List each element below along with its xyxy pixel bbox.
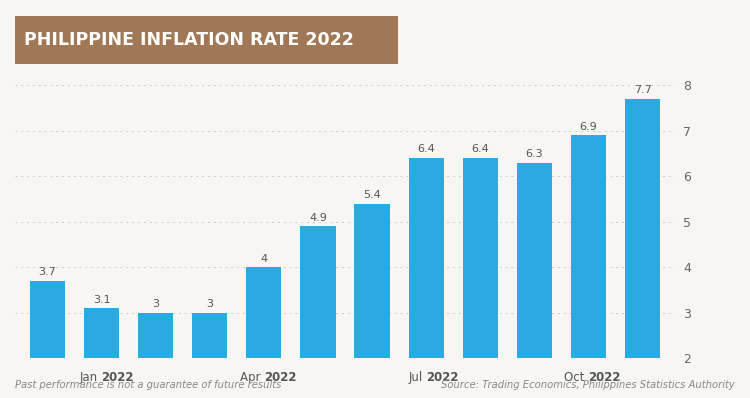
Bar bbox=[300, 226, 335, 358]
Text: Oct: Oct bbox=[564, 371, 589, 384]
Text: PHILIPPINE INFLATION RATE 2022: PHILIPPINE INFLATION RATE 2022 bbox=[24, 31, 354, 49]
Text: Apr: Apr bbox=[239, 371, 264, 384]
Bar bbox=[517, 163, 552, 358]
Bar bbox=[246, 267, 281, 358]
Text: 6.4: 6.4 bbox=[471, 144, 489, 154]
Bar bbox=[192, 313, 227, 358]
Text: Jan: Jan bbox=[80, 371, 101, 384]
Text: 4: 4 bbox=[260, 254, 268, 263]
Text: 3: 3 bbox=[206, 299, 213, 309]
Text: Jul: Jul bbox=[408, 371, 426, 384]
Text: 6.3: 6.3 bbox=[526, 149, 543, 159]
Text: Source: Trading Economics, Philippines Statistics Authority: Source: Trading Economics, Philippines S… bbox=[441, 380, 735, 390]
Text: 2022: 2022 bbox=[426, 371, 459, 384]
Text: 2022: 2022 bbox=[589, 371, 621, 384]
Text: 7.7: 7.7 bbox=[634, 85, 652, 95]
Bar bbox=[355, 203, 390, 358]
Text: 5.4: 5.4 bbox=[363, 190, 381, 200]
Bar bbox=[625, 99, 660, 358]
Text: 3: 3 bbox=[152, 299, 159, 309]
Bar bbox=[84, 308, 119, 358]
Text: Past performance is not a guarantee of future results: Past performance is not a guarantee of f… bbox=[15, 380, 281, 390]
Text: 3.1: 3.1 bbox=[93, 295, 110, 304]
Bar bbox=[463, 158, 498, 358]
Text: 2022: 2022 bbox=[264, 371, 296, 384]
Text: 2022: 2022 bbox=[101, 371, 134, 384]
Bar bbox=[571, 135, 606, 358]
Bar bbox=[138, 313, 173, 358]
Text: 4.9: 4.9 bbox=[309, 213, 327, 222]
Bar bbox=[409, 158, 444, 358]
Text: 6.4: 6.4 bbox=[417, 144, 435, 154]
Text: 6.9: 6.9 bbox=[580, 122, 597, 132]
Text: 3.7: 3.7 bbox=[38, 267, 56, 277]
Bar bbox=[30, 281, 65, 358]
